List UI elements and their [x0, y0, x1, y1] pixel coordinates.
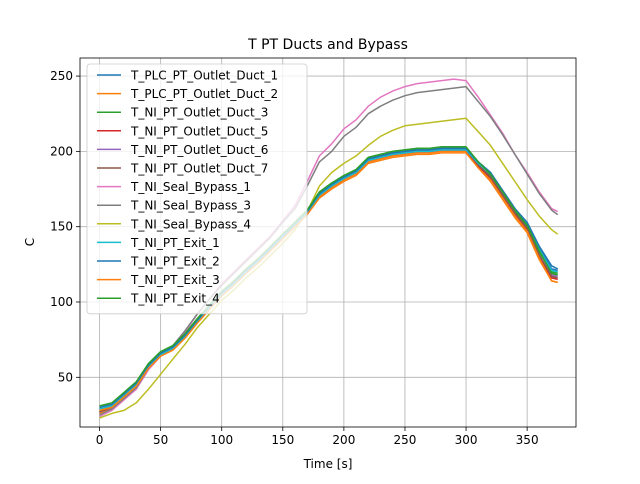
- plot-frame: [79, 57, 577, 428]
- legend-label: T_NI_PT_Exit_4: [130, 292, 220, 306]
- legend-label: T_NI_PT_Outlet_Duct_3: [130, 106, 268, 120]
- x-tick-label: 200: [332, 433, 355, 447]
- y-tick-label: 50: [58, 370, 73, 384]
- x-tick-label: 50: [153, 433, 168, 447]
- legend-box: [86, 63, 308, 315]
- series-line-9: [99, 117, 559, 419]
- axis-ticks: 0 50 100 150 200 250 300 350 50 100 150 200 250: [50, 69, 538, 447]
- legend-label: T_NI_PT_Outlet_Duct_6: [130, 143, 268, 157]
- legend: T_PLC_PT_Outlet_Duct_1 T_PLC_PT_Outlet_Du…: [86, 63, 308, 315]
- series-line-12: [99, 152, 558, 412]
- legend-label: T_NI_PT_Exit_1: [130, 236, 220, 250]
- x-tick-label: 250: [394, 433, 417, 447]
- chart-title: T PT Ducts and Bypass: [247, 37, 408, 53]
- x-tick-label: 100: [210, 433, 233, 447]
- y-tick-label: 200: [50, 144, 73, 158]
- y-tick-label: 250: [50, 69, 73, 83]
- legend-label: T_PLC_PT_Outlet_Duct_2: [130, 87, 278, 101]
- legend-label: T_NI_Seal_Bypass_3: [130, 199, 251, 213]
- series-line-13: [99, 146, 558, 407]
- legend-label: T_NI_PT_Exit_3: [130, 273, 220, 287]
- x-tick-label: 0: [96, 433, 104, 447]
- legend-label: T_NI_PT_Outlet_Duct_5: [130, 124, 268, 138]
- legend-label: T_NI_Seal_Bypass_4: [130, 217, 251, 231]
- legend-label: T_PLC_PT_Outlet_Duct_1: [130, 69, 278, 83]
- series-lines: [99, 78, 559, 419]
- legend-label: T_NI_Seal_Bypass_1: [130, 180, 251, 194]
- y-axis-label: C: [23, 238, 37, 246]
- x-tick-label: 300: [455, 433, 478, 447]
- y-tick-label: 150: [50, 220, 73, 234]
- y-tick-label: 100: [50, 295, 73, 309]
- legend-label: T_NI_PT_Exit_2: [130, 255, 220, 269]
- legend-label: T_NI_PT_Outlet_Duct_7: [130, 162, 268, 176]
- x-axis-label: Time [s]: [303, 457, 353, 471]
- x-tick-label: 150: [271, 433, 294, 447]
- x-tick-label: 350: [516, 433, 539, 447]
